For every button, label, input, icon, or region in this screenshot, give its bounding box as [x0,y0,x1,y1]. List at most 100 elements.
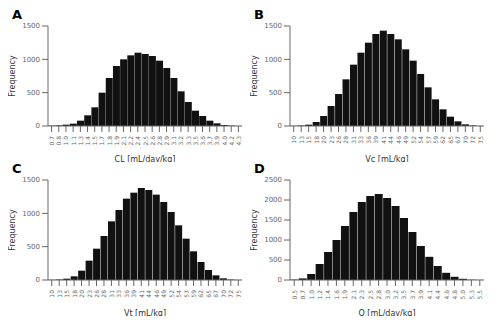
svg-text:72: 72 [227,290,234,298]
svg-text:CL [mL/day/kg]: CL [mL/day/kg] [115,155,176,162]
svg-text:44: 44 [387,136,394,144]
svg-text:52: 52 [410,136,417,144]
svg-text:46: 46 [153,290,160,298]
svg-text:0: 0 [36,276,40,284]
svg-text:0.8: 0.8 [55,136,62,146]
svg-text:2000: 2000 [264,196,282,204]
svg-text:1000: 1000 [22,210,40,218]
svg-text:3.0: 3.0 [384,290,391,300]
svg-text:1.2: 1.2 [316,290,323,300]
svg-text:15: 15 [63,290,70,298]
svg-text:72: 72 [469,136,476,144]
svg-text:36: 36 [123,290,130,298]
svg-text:Vc [mL/kg]: Vc [mL/kg] [365,155,408,162]
svg-text:4.4: 4.4 [434,290,441,300]
svg-text:31: 31 [350,136,357,144]
svg-text:59: 59 [190,290,197,298]
svg-text:3.7: 3.7 [206,136,213,146]
svg-text:500: 500 [269,256,282,264]
svg-text:1.9: 1.9 [341,290,348,300]
svg-text:1.9: 1.9 [113,136,120,146]
svg-text:3.1: 3.1 [170,136,177,146]
svg-text:62: 62 [197,290,204,298]
svg-text:18: 18 [313,136,320,144]
svg-text:36: 36 [365,136,372,144]
svg-text:75: 75 [477,136,484,144]
svg-text:Q [mL/day/kg]: Q [mL/day/kg] [358,309,415,316]
svg-text:4.8: 4.8 [451,290,458,300]
svg-text:52: 52 [168,290,175,298]
svg-text:3.7: 3.7 [409,290,416,300]
svg-text:41: 41 [380,136,387,144]
svg-text:33: 33 [357,136,364,144]
svg-text:1500: 1500 [264,216,282,224]
svg-text:2.1: 2.1 [120,136,127,146]
svg-text:0: 0 [36,122,40,130]
svg-text:2.9: 2.9 [163,136,170,146]
svg-text:500: 500 [269,89,282,97]
svg-text:70: 70 [220,290,227,298]
svg-text:1500: 1500 [264,22,282,30]
svg-text:57: 57 [183,290,190,298]
svg-text:2.4: 2.4 [134,136,141,146]
svg-text:26: 26 [335,136,342,144]
svg-text:33: 33 [115,290,122,298]
svg-text:2.5: 2.5 [367,290,374,300]
svg-text:28: 28 [342,136,349,144]
svg-text:1.4: 1.4 [84,136,91,146]
svg-text:4.0: 4.0 [221,136,228,146]
svg-text:65: 65 [447,136,454,144]
svg-text:1000: 1000 [264,236,282,244]
svg-text:13: 13 [56,290,63,298]
svg-text:31: 31 [108,290,115,298]
svg-text:3.9: 3.9 [213,136,220,146]
svg-text:13: 13 [298,136,305,144]
svg-text:18: 18 [71,290,78,298]
svg-text:2.3: 2.3 [358,290,365,300]
svg-text:1000: 1000 [264,56,282,64]
svg-text:1.8: 1.8 [106,136,113,146]
svg-text:54: 54 [417,136,424,144]
svg-text:1.4: 1.4 [324,290,331,300]
svg-text:1500: 1500 [22,176,40,184]
svg-text:5.5: 5.5 [476,290,483,300]
svg-text:46: 46 [395,136,402,144]
svg-text:Frequency: Frequency [8,209,17,251]
svg-text:3.6: 3.6 [199,136,206,146]
svg-text:1500: 1500 [22,22,40,30]
svg-text:Vt [mL/kg]: Vt [mL/kg] [124,309,166,316]
svg-text:0.7: 0.7 [48,136,55,146]
svg-text:3.2: 3.2 [392,290,399,300]
svg-text:10: 10 [48,290,55,298]
svg-text:2.1: 2.1 [350,290,357,300]
svg-text:70: 70 [462,136,469,144]
svg-text:59: 59 [432,136,439,144]
svg-text:2.8: 2.8 [156,136,163,146]
svg-text:20: 20 [78,290,85,298]
svg-text:4.3: 4.3 [235,136,242,146]
svg-text:20: 20 [320,136,327,144]
svg-text:1000: 1000 [22,56,40,64]
svg-text:4.2: 4.2 [228,136,235,146]
svg-text:39: 39 [130,290,137,298]
svg-text:1.0: 1.0 [308,290,315,300]
svg-text:4.6: 4.6 [443,290,450,300]
svg-text:Frequency: Frequency [8,55,17,97]
svg-text:1.5: 1.5 [91,136,98,146]
svg-text:23: 23 [328,136,335,144]
svg-text:0: 0 [278,122,282,130]
svg-text:1.0: 1.0 [62,136,69,146]
svg-text:3.5: 3.5 [400,290,407,300]
svg-text:1.7: 1.7 [98,136,105,146]
svg-text:3.9: 3.9 [417,290,424,300]
svg-text:67: 67 [454,136,461,144]
svg-text:3.2: 3.2 [177,136,184,146]
svg-text:2.2: 2.2 [127,136,134,146]
svg-text:0.7: 0.7 [299,290,306,300]
svg-text:49: 49 [402,136,409,144]
svg-text:4.1: 4.1 [426,290,433,300]
svg-text:2.8: 2.8 [375,290,382,300]
svg-text:Frequency: Frequency [250,209,259,251]
svg-text:2.6: 2.6 [149,136,156,146]
svg-text:5.0: 5.0 [459,290,466,300]
